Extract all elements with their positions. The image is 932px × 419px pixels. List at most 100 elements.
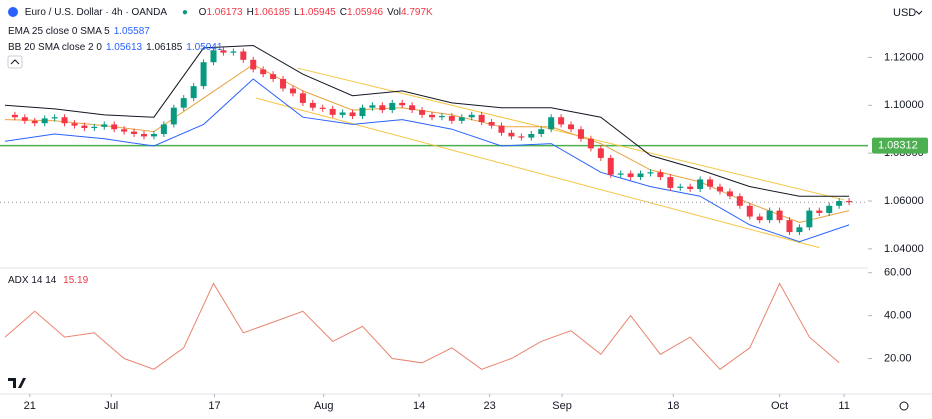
x-tick-label: Aug — [314, 400, 334, 412]
x-tick-label: 14 — [413, 400, 425, 412]
candle-body — [101, 124, 108, 127]
x-tick-label: 11 — [838, 400, 849, 412]
candle-body — [548, 117, 555, 130]
y-tick-label: 1.12000 — [884, 51, 924, 63]
collapse-button[interactable] — [7, 55, 23, 69]
candle-body — [846, 201, 853, 203]
candle-body — [438, 116, 445, 118]
candle-body — [289, 88, 296, 94]
level-label: 1.08312 — [878, 140, 918, 152]
candle-body — [826, 205, 833, 213]
candle-body — [796, 227, 803, 233]
candle-body — [250, 59, 257, 70]
candle-body — [190, 86, 197, 99]
indicator-value: 1.05587 — [113, 26, 150, 37]
candle-body — [538, 129, 545, 134]
candle-body — [577, 129, 584, 139]
candle-body — [736, 196, 743, 206]
candle-body — [389, 102, 396, 111]
candle-body — [399, 102, 406, 106]
ohlc-key: H — [246, 7, 254, 18]
status-dot: ● — [181, 7, 188, 18]
candle-body — [150, 134, 157, 137]
indicator-row: EMA 25 close 0 SMA 5 1.05587 — [8, 24, 226, 40]
ohlc-value: 1.05946 — [346, 7, 384, 18]
adx-name: ADX 14 14 — [8, 275, 57, 286]
ohlc-key: L — [293, 7, 300, 18]
currency[interactable]: USD — [893, 7, 916, 19]
candle-body — [448, 116, 455, 121]
candle-body — [707, 179, 714, 187]
adx-line — [4, 282, 840, 370]
indicator-value: 1.05041 — [186, 42, 223, 53]
indicator-value: 1.06185 — [146, 42, 183, 53]
candle-body — [528, 134, 535, 138]
adx-y-tick-label: 60.00 — [884, 267, 912, 279]
candle-body — [677, 186, 684, 188]
candle-body — [409, 105, 416, 111]
candle-body — [31, 120, 38, 124]
candle-body — [359, 107, 366, 117]
ohlc-value: 1.05945 — [299, 7, 336, 18]
bb-upper — [4, 44, 850, 197]
ohlc-key: O — [198, 7, 207, 18]
ohlc-value: 4.797K — [401, 7, 433, 18]
candle-body — [687, 186, 694, 190]
candle-body — [468, 114, 475, 118]
candle-body — [518, 136, 525, 138]
candle-body — [756, 216, 763, 221]
indicator-name: EMA 25 close 0 SMA 5 — [8, 26, 110, 37]
candle-body — [230, 51, 237, 53]
candle-body — [21, 117, 28, 121]
x-tick-label: 18 — [667, 400, 679, 412]
candle-body — [220, 50, 227, 53]
candle-body — [508, 132, 515, 137]
candle-body — [160, 124, 167, 134]
candle-body — [428, 114, 435, 118]
candle-body — [11, 114, 18, 118]
candle-body — [488, 122, 495, 126]
logo — [8, 378, 26, 388]
bb-lower — [4, 78, 850, 243]
candle-body — [131, 131, 138, 134]
candle-body — [478, 114, 485, 123]
candle-body — [210, 50, 217, 63]
candle-body — [607, 157, 614, 175]
candle-body — [319, 107, 326, 109]
candle-body — [627, 173, 634, 178]
candle-body — [369, 105, 376, 108]
candle-body — [667, 177, 674, 188]
candle-body — [816, 210, 823, 213]
candle-body — [746, 205, 753, 217]
candle-body — [200, 62, 207, 87]
candle-body — [836, 201, 843, 206]
x-tick-label: Oct — [771, 400, 788, 412]
candle-body — [339, 112, 346, 115]
symbol-icon — [8, 7, 18, 18]
candle-body — [498, 125, 505, 133]
candle-body — [349, 112, 356, 117]
candle-body — [309, 102, 316, 108]
ohlc-value: 1.06173 — [206, 7, 243, 18]
indicator-legend: EMA 25 close 0 SMA 5 1.05587 BB 20 SMA clo… — [8, 24, 226, 56]
candle-body — [419, 110, 426, 115]
candle-body — [180, 98, 187, 108]
candle-body — [61, 117, 68, 124]
candle-body — [299, 93, 306, 103]
level-label-bg — [872, 137, 928, 154]
candle-body — [766, 210, 773, 221]
candle-body — [379, 105, 386, 111]
candle-body — [637, 173, 644, 178]
candle-body — [41, 118, 48, 124]
candle-body — [51, 117, 58, 119]
currency-chevron — [915, 10, 923, 15]
adx-value: 15.19 — [63, 275, 89, 286]
settings-icon[interactable] — [899, 401, 909, 411]
adx-y-tick-label: 40.00 — [884, 310, 912, 322]
adx-y-tick-label: 20.00 — [884, 352, 912, 364]
candle-body — [280, 78, 287, 89]
chevron-icon — [10, 59, 20, 65]
